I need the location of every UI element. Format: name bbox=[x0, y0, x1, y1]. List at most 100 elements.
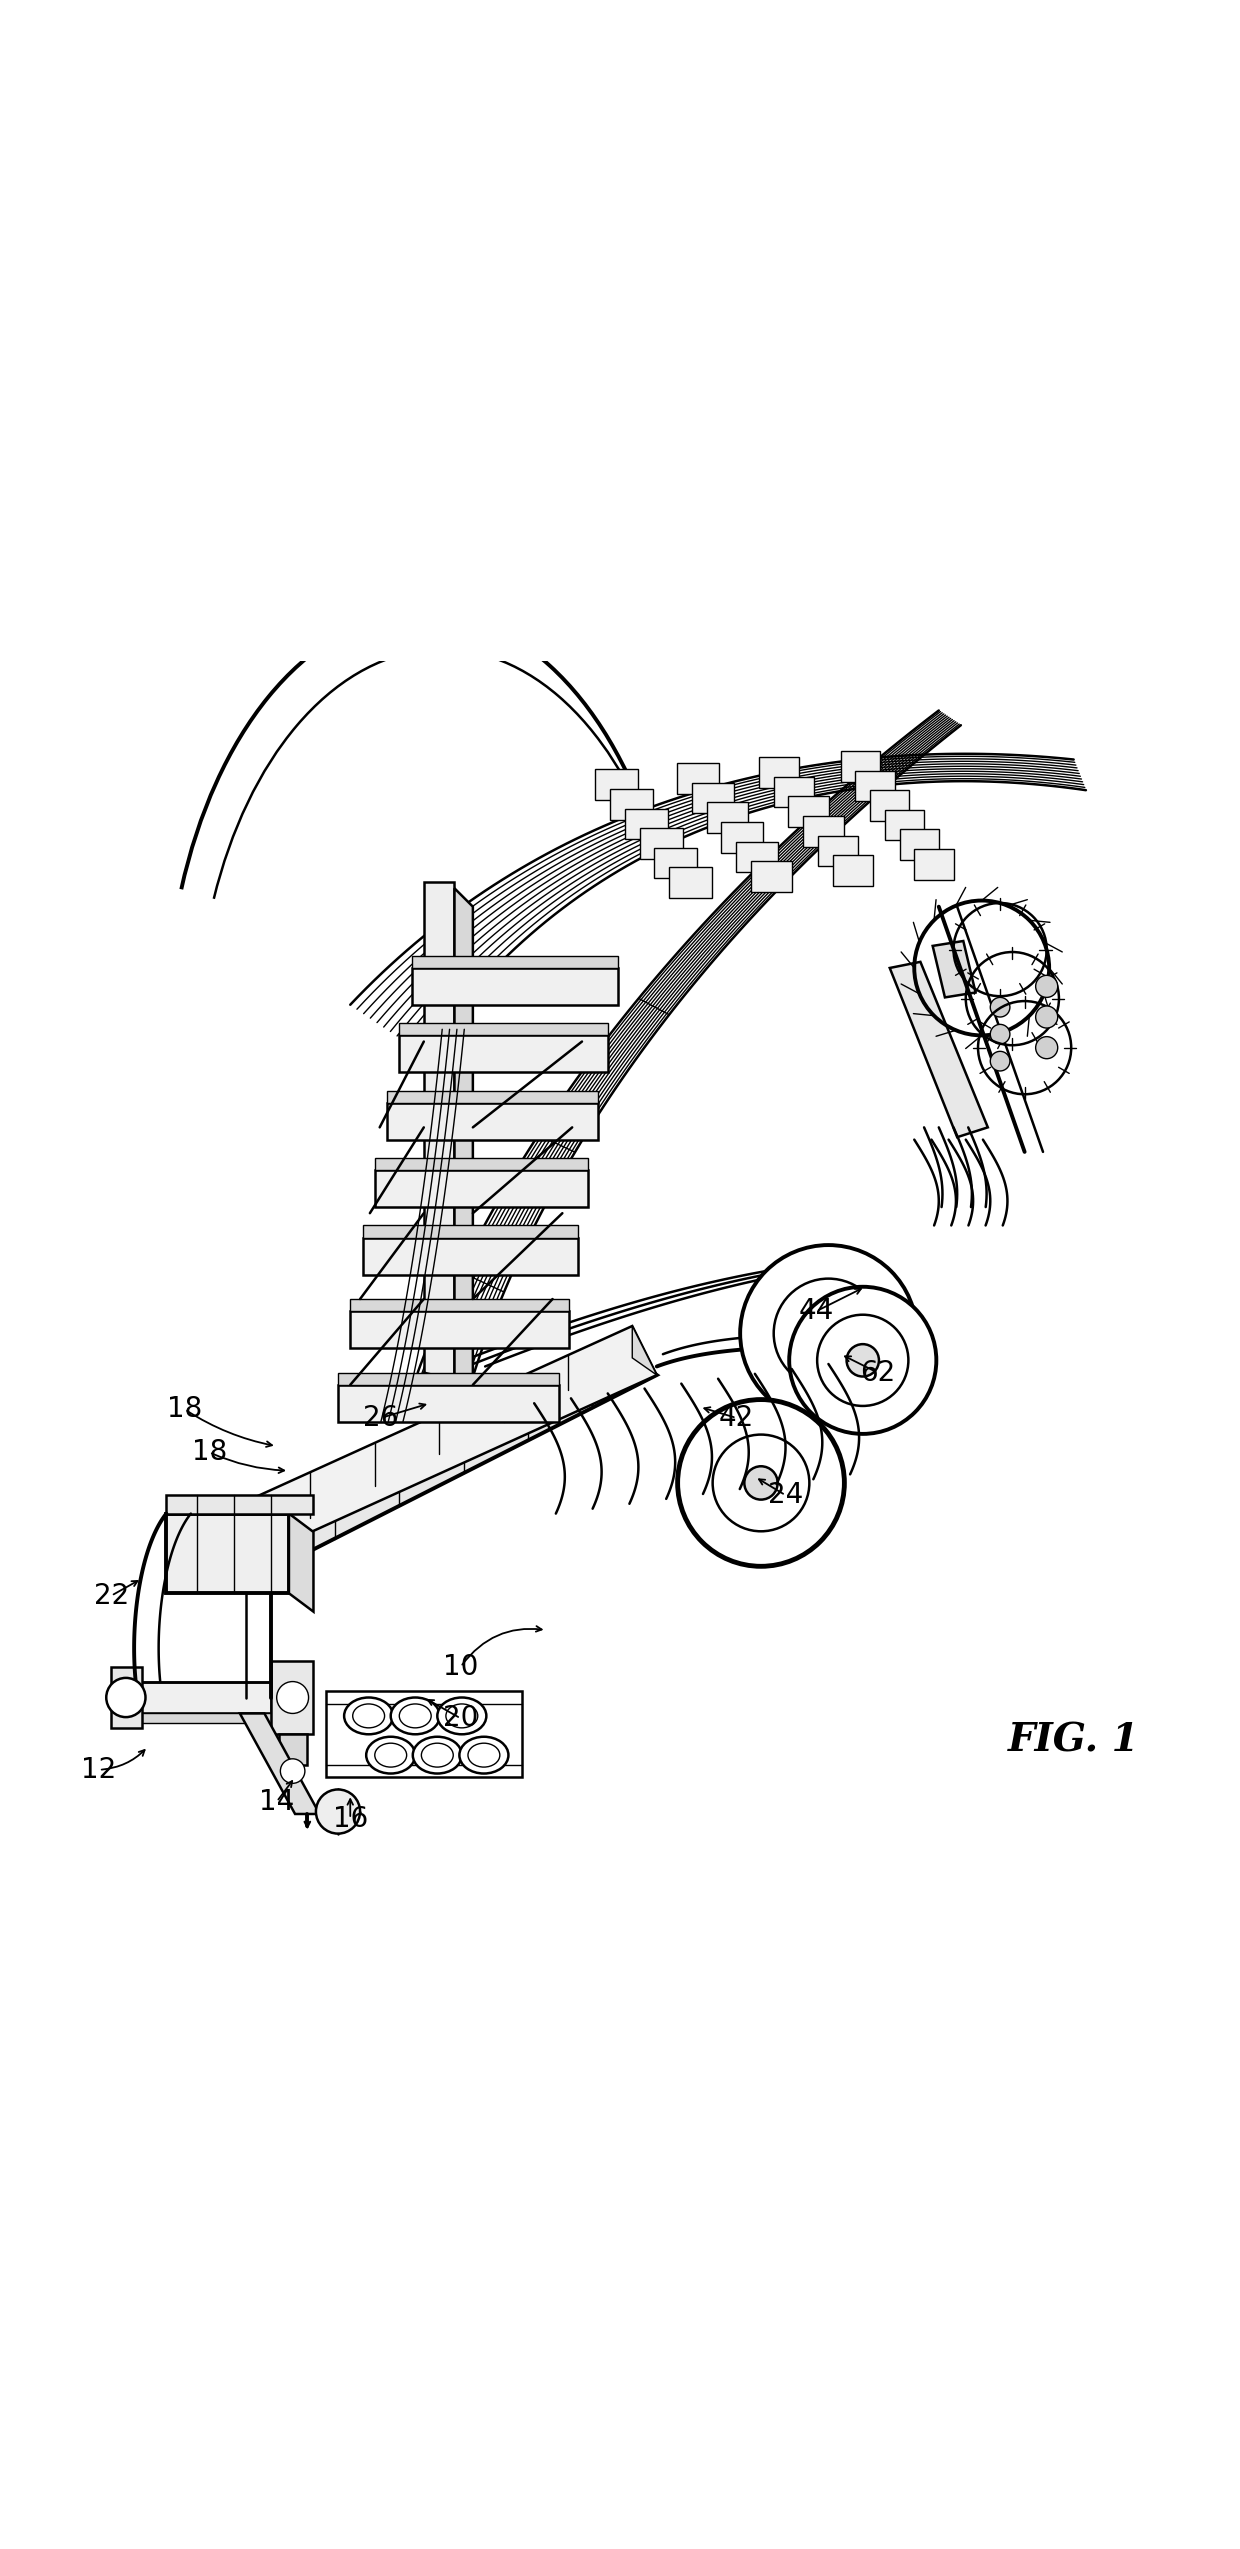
Circle shape bbox=[817, 1315, 909, 1407]
Polygon shape bbox=[677, 762, 719, 793]
Circle shape bbox=[991, 1025, 1009, 1045]
Circle shape bbox=[808, 1313, 848, 1354]
Polygon shape bbox=[246, 1359, 657, 1570]
Polygon shape bbox=[595, 770, 639, 800]
Polygon shape bbox=[791, 1300, 841, 1346]
Circle shape bbox=[1035, 1037, 1058, 1058]
Polygon shape bbox=[610, 790, 653, 821]
Polygon shape bbox=[279, 1733, 308, 1764]
Polygon shape bbox=[832, 854, 873, 887]
Circle shape bbox=[847, 1343, 879, 1376]
Polygon shape bbox=[350, 1310, 568, 1348]
Polygon shape bbox=[818, 836, 858, 867]
Polygon shape bbox=[885, 811, 924, 841]
Polygon shape bbox=[412, 969, 618, 1004]
Ellipse shape bbox=[422, 1744, 454, 1766]
Circle shape bbox=[320, 1794, 356, 1833]
Text: 26: 26 bbox=[363, 1404, 398, 1433]
Polygon shape bbox=[655, 849, 697, 879]
Text: 42: 42 bbox=[719, 1404, 754, 1433]
Ellipse shape bbox=[399, 1703, 432, 1728]
Circle shape bbox=[280, 1759, 305, 1784]
Circle shape bbox=[277, 1682, 309, 1713]
Polygon shape bbox=[399, 1035, 608, 1073]
Polygon shape bbox=[387, 1104, 598, 1139]
Polygon shape bbox=[899, 828, 939, 859]
Polygon shape bbox=[774, 777, 815, 808]
Text: 14: 14 bbox=[259, 1787, 294, 1815]
Polygon shape bbox=[399, 1022, 608, 1035]
Polygon shape bbox=[750, 862, 792, 892]
Polygon shape bbox=[856, 770, 894, 800]
Polygon shape bbox=[112, 1667, 141, 1728]
Polygon shape bbox=[239, 1713, 320, 1815]
Text: 16: 16 bbox=[332, 1805, 368, 1833]
Text: FIG. 1: FIG. 1 bbox=[1008, 1721, 1140, 1759]
Ellipse shape bbox=[374, 1744, 407, 1766]
Polygon shape bbox=[166, 1496, 314, 1514]
Circle shape bbox=[713, 1435, 810, 1532]
Polygon shape bbox=[387, 1091, 598, 1104]
Polygon shape bbox=[362, 1226, 578, 1239]
Polygon shape bbox=[632, 1325, 657, 1374]
Circle shape bbox=[677, 1399, 844, 1565]
Circle shape bbox=[991, 1050, 1009, 1071]
Ellipse shape bbox=[438, 1698, 486, 1733]
Text: 18: 18 bbox=[192, 1438, 227, 1466]
Polygon shape bbox=[625, 808, 668, 839]
Polygon shape bbox=[246, 1325, 657, 1550]
Polygon shape bbox=[374, 1170, 588, 1208]
Circle shape bbox=[107, 1677, 145, 1718]
Ellipse shape bbox=[366, 1736, 415, 1774]
Polygon shape bbox=[350, 1300, 568, 1310]
Polygon shape bbox=[932, 941, 976, 997]
Text: 18: 18 bbox=[167, 1394, 202, 1422]
Text: 22: 22 bbox=[93, 1583, 129, 1611]
Circle shape bbox=[740, 1244, 916, 1422]
Polygon shape bbox=[339, 1371, 559, 1384]
Polygon shape bbox=[737, 841, 777, 872]
Polygon shape bbox=[135, 1713, 270, 1723]
Ellipse shape bbox=[345, 1698, 393, 1733]
Polygon shape bbox=[804, 816, 843, 846]
Circle shape bbox=[1035, 1007, 1058, 1027]
Polygon shape bbox=[270, 1662, 314, 1733]
Polygon shape bbox=[455, 887, 472, 1410]
Polygon shape bbox=[789, 795, 828, 826]
Polygon shape bbox=[412, 956, 618, 969]
Text: 62: 62 bbox=[859, 1359, 895, 1387]
Ellipse shape bbox=[352, 1703, 384, 1728]
Polygon shape bbox=[707, 803, 748, 834]
Circle shape bbox=[991, 997, 1009, 1017]
Circle shape bbox=[774, 1280, 883, 1389]
Polygon shape bbox=[759, 757, 800, 788]
Text: 44: 44 bbox=[799, 1297, 833, 1325]
Polygon shape bbox=[339, 1384, 559, 1422]
Polygon shape bbox=[166, 1514, 289, 1593]
Polygon shape bbox=[670, 867, 712, 897]
Polygon shape bbox=[424, 882, 455, 1397]
Circle shape bbox=[316, 1789, 360, 1833]
Polygon shape bbox=[289, 1514, 314, 1611]
Polygon shape bbox=[692, 783, 734, 813]
Text: 20: 20 bbox=[443, 1705, 479, 1733]
Polygon shape bbox=[870, 790, 909, 821]
Ellipse shape bbox=[446, 1703, 477, 1728]
Ellipse shape bbox=[413, 1736, 461, 1774]
Text: 24: 24 bbox=[768, 1481, 804, 1509]
Polygon shape bbox=[374, 1157, 588, 1170]
Polygon shape bbox=[640, 828, 682, 859]
Polygon shape bbox=[914, 849, 954, 879]
Circle shape bbox=[789, 1287, 936, 1435]
Circle shape bbox=[744, 1466, 777, 1499]
Polygon shape bbox=[890, 961, 988, 1137]
Polygon shape bbox=[246, 1501, 270, 1570]
Ellipse shape bbox=[467, 1744, 500, 1766]
Circle shape bbox=[1035, 976, 1058, 997]
Text: 12: 12 bbox=[82, 1756, 117, 1784]
Polygon shape bbox=[135, 1682, 270, 1713]
Polygon shape bbox=[841, 752, 880, 783]
Ellipse shape bbox=[391, 1698, 440, 1733]
Ellipse shape bbox=[459, 1736, 508, 1774]
Text: 10: 10 bbox=[443, 1652, 479, 1680]
